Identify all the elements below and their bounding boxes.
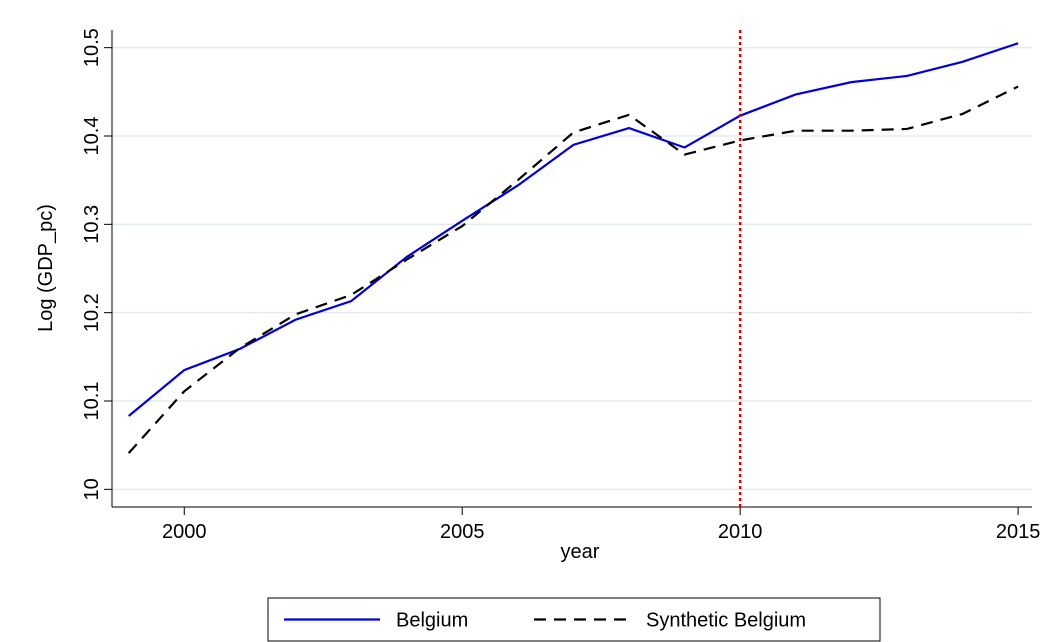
y-tick-label: 10 (81, 478, 103, 500)
x-axis-label: year (561, 541, 600, 563)
x-tick-label: 2010 (718, 521, 763, 543)
x-tick-label: 2000 (162, 521, 207, 543)
y-tick-label: 10.1 (81, 382, 103, 421)
x-tick-label: 2015 (996, 521, 1041, 543)
series-line (127, 42, 1019, 417)
y-axis-label: Log (GDP_pc) (35, 204, 57, 332)
y-tick-label: 10.2 (81, 293, 103, 332)
y-tick-label: 10.4 (81, 117, 103, 156)
legend-label: Synthetic Belgium (646, 610, 806, 632)
x-tick-label: 2005 (440, 521, 485, 543)
y-tick-label: 10.5 (81, 28, 103, 67)
series-line (127, 85, 1019, 454)
legend-label: Belgium (396, 610, 468, 632)
y-tick-label: 10.3 (81, 205, 103, 244)
